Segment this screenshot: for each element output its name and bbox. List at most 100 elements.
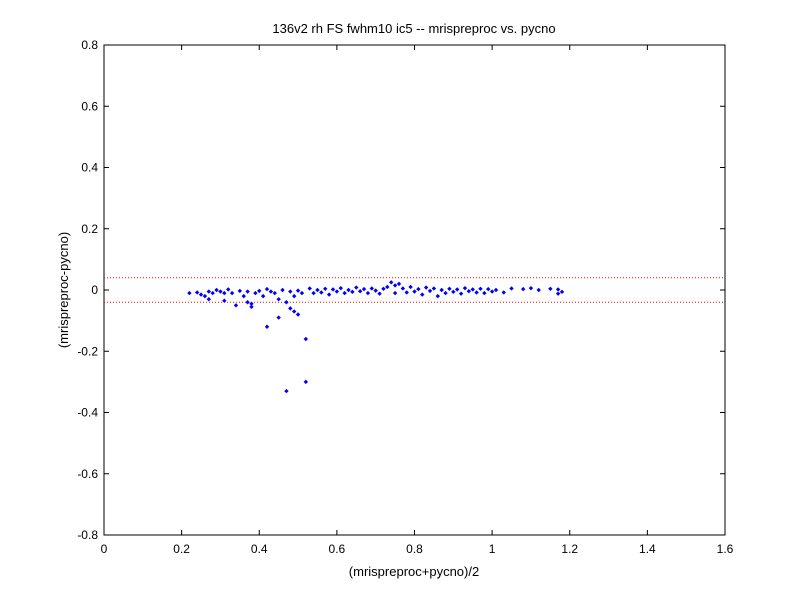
data-point [420, 292, 425, 297]
x-axis-title: (mrispreproc+pycno)/2 [349, 564, 479, 579]
data-point [447, 286, 452, 291]
y-tick-label: -0.8 [77, 528, 98, 542]
data-point [486, 286, 491, 292]
data-point [260, 293, 266, 299]
data-point [482, 290, 487, 296]
data-point [412, 289, 417, 294]
data-point [276, 296, 281, 302]
data-point [346, 287, 351, 293]
y-tick-label: 0.4 [81, 161, 98, 175]
data-point [478, 286, 483, 291]
data-point [311, 290, 316, 296]
x-axis-ticks: 0 0.2 0.4 0.6 0.8 1 1.2 1.4 1.6 [101, 45, 734, 556]
data-point [470, 287, 475, 292]
x-tick-label: 1.4 [639, 542, 656, 556]
data-point [268, 289, 274, 294]
data-point [323, 286, 328, 291]
data-point [284, 388, 289, 394]
y-axis-ticks: 0.8 0.6 0.4 0.2 0 -0.2 -0.4 -0.6 -0.8 [77, 38, 725, 542]
data-point [342, 290, 347, 296]
data-point [295, 312, 301, 317]
data-point [548, 286, 553, 291]
data-point [443, 290, 448, 296]
data-point [249, 304, 254, 310]
data-point [330, 287, 336, 292]
data-point [493, 287, 499, 293]
x-tick-label: 0.4 [251, 542, 268, 556]
data-point [280, 287, 285, 293]
data-point [365, 290, 371, 296]
data-point [264, 286, 270, 292]
data-point [400, 286, 406, 291]
data-point [276, 315, 281, 320]
data-point [257, 288, 262, 294]
data-point [559, 289, 565, 295]
data-point [241, 293, 246, 299]
data-point [237, 288, 243, 294]
data-point [326, 292, 332, 297]
data-point [501, 290, 506, 295]
x-tick-label: 0 [101, 542, 108, 556]
data-point [303, 379, 309, 385]
data-point [206, 289, 211, 294]
chart-title: 136v2 rh FS fwhm10 ic5 -- mrispreproc vs… [272, 21, 555, 36]
data-point [202, 293, 208, 299]
data-point [423, 285, 429, 290]
data-point [439, 287, 444, 293]
data-point [249, 301, 254, 306]
data-points [187, 280, 565, 394]
data-point [307, 286, 312, 291]
data-point [354, 285, 359, 290]
y-tick-label: 0 [91, 283, 98, 297]
data-point [431, 286, 437, 291]
data-point [291, 293, 297, 299]
data-point [361, 286, 367, 292]
data-point [264, 324, 270, 329]
data-point [396, 281, 402, 287]
y-tick-label: -0.4 [77, 406, 98, 420]
x-tick-label: 0.6 [329, 542, 346, 556]
data-point [253, 290, 258, 296]
data-point [233, 303, 239, 308]
data-point [389, 280, 394, 285]
data-point [466, 289, 472, 294]
data-point [245, 300, 250, 305]
data-point [381, 286, 386, 291]
data-point [454, 287, 460, 292]
x-tick-label: 0.2 [173, 542, 190, 556]
data-point [214, 287, 219, 293]
x-tick-label: 1 [489, 542, 496, 556]
data-point [299, 290, 305, 296]
data-point [435, 293, 440, 299]
data-point [509, 286, 514, 291]
data-point [385, 284, 390, 290]
data-point [210, 290, 215, 296]
data-point [206, 296, 211, 302]
data-point [284, 300, 289, 305]
data-point [392, 283, 398, 288]
data-point [338, 285, 343, 291]
data-point [315, 287, 320, 293]
data-point [451, 289, 456, 295]
data-point [408, 284, 413, 290]
y-tick-label: -0.2 [77, 344, 98, 358]
data-point [222, 298, 227, 303]
y-tick-label: 0.6 [81, 99, 98, 113]
data-point [245, 289, 250, 294]
data-point [489, 289, 495, 294]
data-point [555, 287, 561, 292]
data-point [291, 309, 297, 314]
data-point [555, 291, 561, 296]
y-tick-label: 0.2 [81, 222, 98, 236]
data-point [427, 288, 433, 294]
y-tick-label: 0.8 [81, 38, 98, 52]
data-point [303, 336, 309, 342]
data-point [462, 285, 468, 291]
data-point [272, 290, 277, 296]
data-point [187, 290, 192, 296]
data-point [474, 290, 479, 295]
data-point [226, 287, 231, 292]
data-point [194, 290, 200, 295]
data-point [229, 290, 235, 296]
